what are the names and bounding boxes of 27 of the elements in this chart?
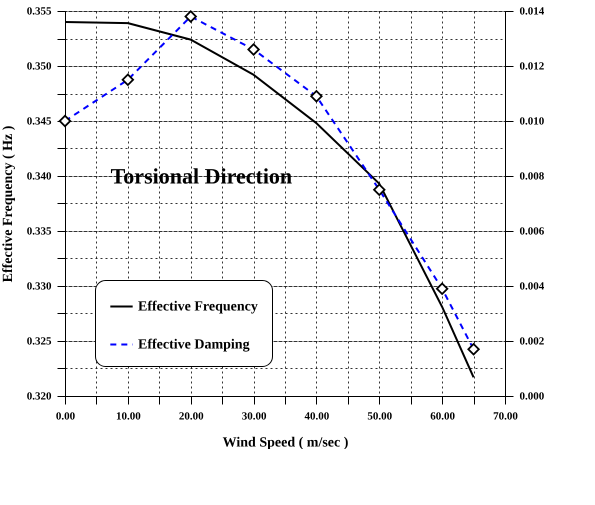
x-tick-label: 70.00 (493, 410, 518, 422)
y-tick-label: 0.320 (26, 390, 52, 402)
x-tick-label: 50.00 (367, 410, 393, 422)
y-tick-label: 0.330 (26, 280, 52, 292)
legend-label: Effective Damping (138, 338, 250, 352)
y2-tick-label: 0.012 (520, 60, 545, 72)
y2-tick-label: 0.000 (520, 390, 545, 402)
x-tick-label: 30.00 (242, 410, 267, 422)
y-tick-label: 0.325 (26, 336, 52, 348)
y2-tick-label: 0.002 (520, 336, 545, 348)
y2-tick-label: 0.006 (520, 226, 545, 238)
y2-tick-label: 0.008 (520, 170, 545, 182)
y2-tick-label: 0.014 (520, 6, 545, 18)
x-tick-label: 0.00 (56, 410, 76, 422)
y-axis-title: Effective Frequency ( Hz ) (0, 125, 16, 282)
x-tick-label: 40.00 (304, 410, 330, 422)
legend-label: Effective Frequency (138, 300, 258, 314)
y-tick-label: 0.340 (26, 170, 52, 182)
x-tick-label: 10.00 (116, 410, 142, 422)
x-tick-label: 60.00 (430, 410, 456, 422)
y2-tick-label: 0.004 (520, 280, 545, 292)
x-tick-label: 20.00 (178, 410, 204, 422)
y-tick-label: 0.335 (26, 226, 52, 238)
y-tick-label: 0.355 (26, 6, 52, 18)
y-tick-label: 0.345 (26, 116, 52, 128)
y-tick-label: 0.350 (26, 60, 52, 72)
y2-tick-label: 0.010 (520, 116, 545, 128)
